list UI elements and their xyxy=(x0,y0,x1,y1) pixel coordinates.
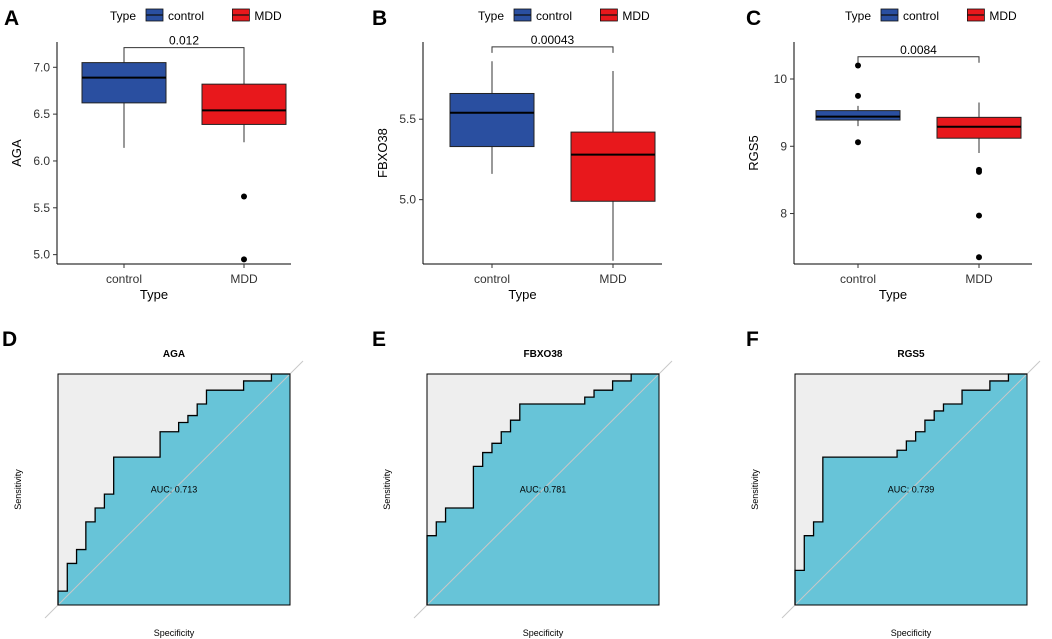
legend-title: Type xyxy=(110,9,136,23)
roc-curve xyxy=(794,373,1027,605)
roc-auc-label: AUC: 0.713 xyxy=(151,485,198,495)
outlier-point-control xyxy=(855,92,861,99)
y-tick-label: 5.5 xyxy=(399,112,416,126)
legend-label-mdd: MDD xyxy=(622,9,650,23)
y-tick-label: 10 xyxy=(774,72,788,86)
legend-title: Type xyxy=(845,9,871,23)
roc-plot-border xyxy=(426,373,660,606)
p-value-label: 0.012 xyxy=(169,34,199,48)
box-control xyxy=(815,110,901,121)
box-mdd xyxy=(201,83,287,125)
p-value-label: 0.0084 xyxy=(900,43,937,57)
y-tick-label: 5.0 xyxy=(399,193,416,207)
y-axis-title: Sensitivity xyxy=(750,469,760,510)
x-axis-title: Specificity xyxy=(523,628,564,638)
roc-title: AGA xyxy=(163,349,185,360)
roc-plot-border xyxy=(794,373,1028,606)
x-axis-title: Type xyxy=(508,287,536,302)
y-tick-label: 7.0 xyxy=(33,60,50,74)
roc-panel-aga: D AGA AUC: 0.713 Specificity Sensitivity xyxy=(2,328,304,638)
roc-curve xyxy=(426,373,659,605)
outlier-point-mdd xyxy=(241,193,247,200)
panel-letter-a: A xyxy=(4,7,19,30)
y-tick-label: 9 xyxy=(780,139,787,153)
significance-bracket xyxy=(491,46,614,53)
roc-auc-label: AUC: 0.781 xyxy=(520,485,567,495)
significance-bracket xyxy=(123,47,245,54)
roc-curve xyxy=(57,373,290,605)
roc-panel-rgs5: F RGS5 AUC: 0.739 Specificity Sensitivity xyxy=(746,328,1041,638)
roc-plot-border xyxy=(57,373,291,606)
x-axis-title: Specificity xyxy=(891,628,932,638)
legend-title: Type xyxy=(478,9,504,23)
y-axis-title: AGA xyxy=(9,139,24,167)
roc-panel-fbxo38: E FBXO38 AUC: 0.781 Specificity Sensitivity xyxy=(372,328,673,638)
roc-title: RGS5 xyxy=(897,349,925,360)
roc-diagonal-reference xyxy=(413,360,673,619)
outlier-point-mdd xyxy=(976,168,982,175)
roc-title: FBXO38 xyxy=(524,349,563,360)
legend-label-control: control xyxy=(903,9,939,23)
x-tick-label-mdd: MDD xyxy=(965,272,993,286)
roc-auc-label: AUC: 0.739 xyxy=(888,485,935,495)
x-axis-title: Type xyxy=(140,287,168,302)
significance-bracket xyxy=(857,56,980,63)
y-axis-title: Sensitivity xyxy=(13,469,23,510)
roc-diagonal-reference xyxy=(44,360,304,619)
y-tick-label: 6.0 xyxy=(33,154,50,168)
y-tick-label: 8 xyxy=(780,207,787,221)
outlier-point-mdd xyxy=(976,254,982,261)
outlier-point-control xyxy=(855,139,861,146)
box-control xyxy=(449,92,535,148)
x-tick-label-mdd: MDD xyxy=(230,272,258,286)
outlier-point-mdd xyxy=(976,212,982,219)
outlier-point-control xyxy=(855,62,861,69)
y-tick-label: 5.5 xyxy=(33,201,50,215)
panel-letter-b: B xyxy=(372,7,387,30)
y-axis-title: Sensitivity xyxy=(382,469,392,510)
x-axis-title: Type xyxy=(879,287,907,302)
y-axis-title: RGS5 xyxy=(746,135,761,170)
panel-letter-c: C xyxy=(746,7,761,30)
roc-diagonal-reference xyxy=(781,360,1041,619)
x-tick-label-control: control xyxy=(840,272,876,286)
legend-label-control: control xyxy=(536,9,572,23)
p-value-label: 0.00043 xyxy=(531,33,575,47)
x-tick-label-control: control xyxy=(106,272,142,286)
x-axis-title: Specificity xyxy=(154,628,195,638)
box-mdd xyxy=(936,116,1022,139)
x-tick-label-mdd: MDD xyxy=(599,272,627,286)
x-tick-label-control: control xyxy=(474,272,510,286)
y-tick-label: 5.0 xyxy=(33,248,50,262)
panel-letter-f: F xyxy=(746,328,759,351)
legend-label-mdd: MDD xyxy=(989,9,1017,23)
legend-label-control: control xyxy=(168,9,204,23)
legend-label-mdd: MDD xyxy=(254,9,282,23)
box-control xyxy=(81,62,167,104)
y-axis-title: FBXO38 xyxy=(375,128,390,178)
y-tick-label: 6.5 xyxy=(33,107,50,121)
panel-letter-d: D xyxy=(2,328,17,351)
panel-letter-e: E xyxy=(372,328,386,351)
box-mdd xyxy=(570,131,656,202)
outlier-point-mdd xyxy=(241,256,247,263)
